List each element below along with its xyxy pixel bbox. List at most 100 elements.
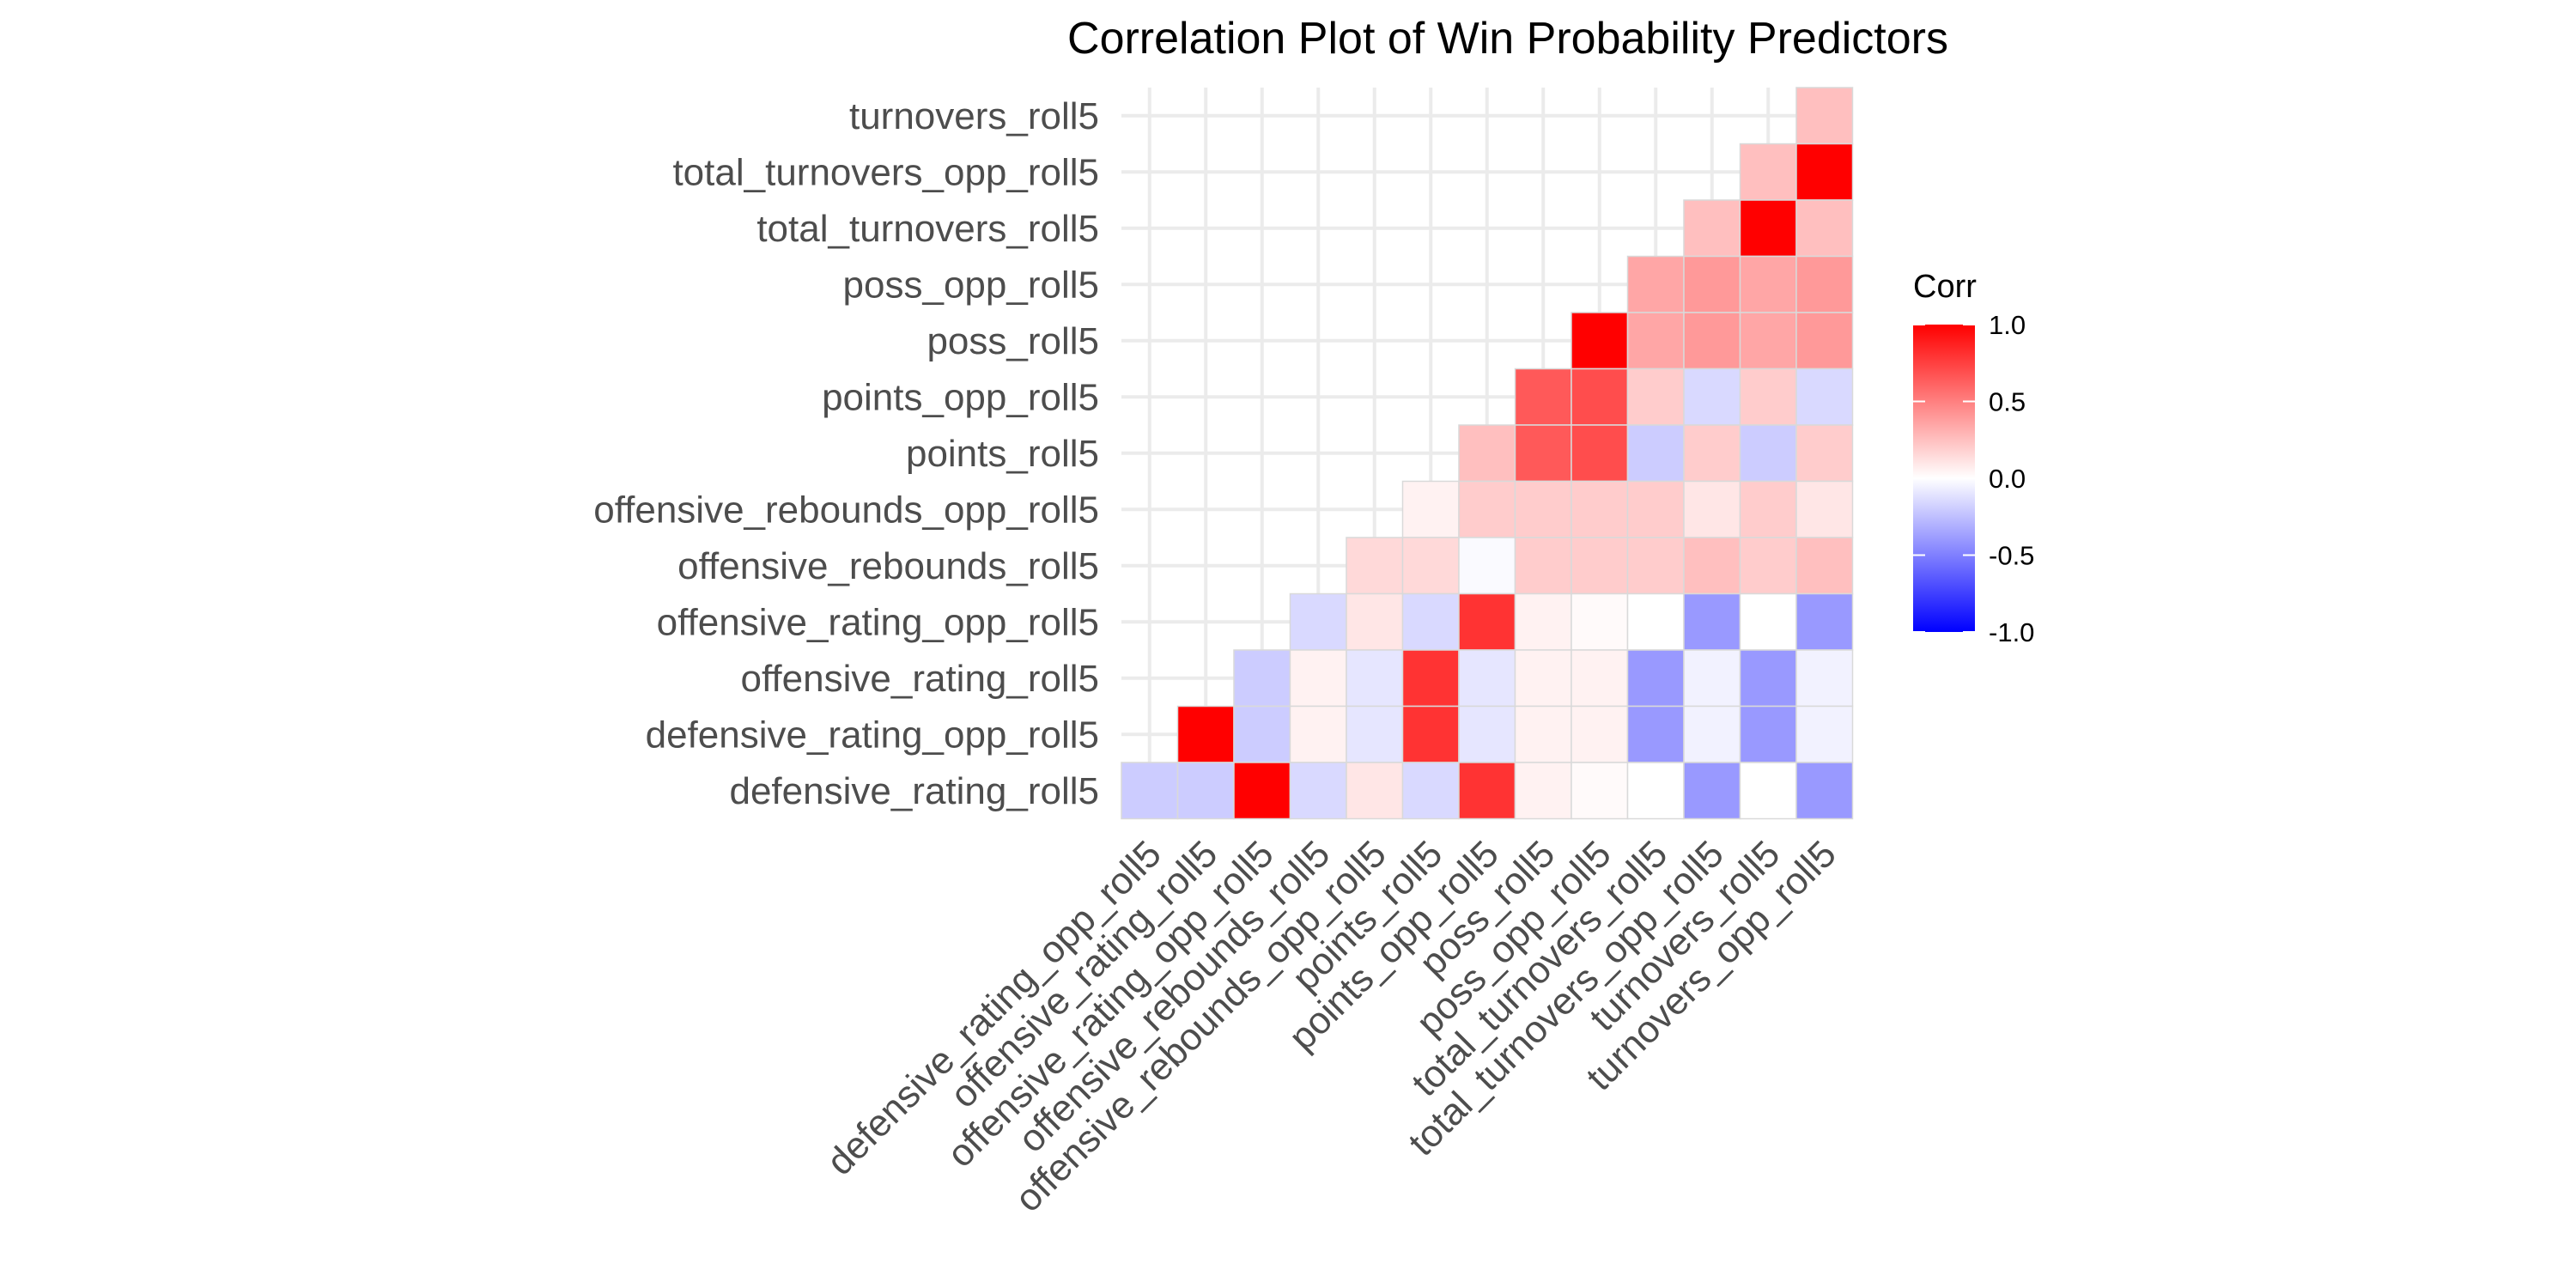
heatmap-cell bbox=[1176, 705, 1235, 763]
heatmap-cell bbox=[1571, 649, 1629, 708]
heatmap-cell bbox=[1683, 312, 1741, 370]
heatmap-cell bbox=[1683, 424, 1741, 483]
heatmap-cell bbox=[1795, 255, 1854, 313]
y-tick-label: offensive_rating_roll5 bbox=[741, 658, 1099, 700]
heatmap-cell bbox=[1739, 199, 1797, 258]
heatmap-cell bbox=[1289, 705, 1347, 763]
heatmap-cell bbox=[1458, 762, 1516, 820]
heatmap-cell bbox=[1683, 255, 1741, 313]
heatmap-cell bbox=[1571, 312, 1629, 370]
legend-title: Corr bbox=[1913, 269, 1977, 305]
heatmap-cell bbox=[1514, 480, 1572, 538]
heatmap-cell bbox=[1739, 143, 1797, 201]
heatmap-cell bbox=[1739, 424, 1797, 483]
heatmap-cell bbox=[1289, 592, 1347, 651]
heatmap-cell bbox=[1514, 537, 1572, 595]
x-axis-labels: defensive_rating_opp_roll5offensive_rati… bbox=[819, 833, 1844, 1220]
y-tick-label: poss_opp_roll5 bbox=[843, 264, 1099, 306]
heatmap-cell bbox=[1346, 537, 1404, 595]
heatmap-cell bbox=[1571, 480, 1629, 538]
heatmap-cell bbox=[1458, 592, 1516, 651]
y-tick-label: defensive_rating_roll5 bbox=[729, 770, 1099, 812]
heatmap-cell bbox=[1683, 537, 1741, 595]
heatmap-cell bbox=[1739, 368, 1797, 426]
heatmap-cell bbox=[1795, 705, 1854, 763]
heatmap-cell bbox=[1626, 312, 1685, 370]
heatmap-cell bbox=[1571, 424, 1629, 483]
heatmap-cell bbox=[1289, 762, 1347, 820]
heatmap-cell bbox=[1571, 762, 1629, 820]
y-tick-label: defensive_rating_opp_roll5 bbox=[646, 714, 1099, 756]
y-tick-label: points_roll5 bbox=[906, 433, 1099, 475]
heatmap-cell bbox=[1514, 705, 1572, 763]
heatmap-cell bbox=[1401, 762, 1460, 820]
heatmap-cell bbox=[1458, 537, 1516, 595]
chart-title: Correlation Plot of Win Probability Pred… bbox=[1067, 14, 1948, 64]
heatmap-cell bbox=[1626, 368, 1685, 426]
heatmap-cell bbox=[1458, 480, 1516, 538]
heatmap-cell bbox=[1514, 762, 1572, 820]
heatmap-cell bbox=[1571, 705, 1629, 763]
heatmap-cell bbox=[1514, 649, 1572, 708]
y-tick-label: total_turnovers_opp_roll5 bbox=[672, 151, 1099, 193]
heatmap-cell bbox=[1458, 424, 1516, 483]
heatmap-cell bbox=[1795, 312, 1854, 370]
y-tick-label: offensive_rebounds_roll5 bbox=[677, 545, 1099, 587]
y-tick-label: total_turnovers_roll5 bbox=[756, 208, 1099, 250]
heatmap-cell bbox=[1626, 649, 1685, 708]
heatmap-cell bbox=[1795, 424, 1854, 483]
heatmap-cells bbox=[1121, 87, 1854, 820]
heatmap-cell bbox=[1346, 762, 1404, 820]
heatmap-cell bbox=[1401, 649, 1460, 708]
heatmap-cell bbox=[1795, 762, 1854, 820]
heatmap-cell bbox=[1401, 480, 1460, 538]
heatmap-cell bbox=[1458, 649, 1516, 708]
heatmap-cell bbox=[1571, 368, 1629, 426]
heatmap-cell bbox=[1683, 649, 1741, 708]
heatmap-cell bbox=[1795, 649, 1854, 708]
heatmap-cell bbox=[1233, 705, 1291, 763]
y-tick-label: offensive_rebounds_opp_roll5 bbox=[593, 489, 1099, 531]
heatmap-cell bbox=[1626, 592, 1685, 651]
heatmap-cell bbox=[1795, 480, 1854, 538]
heatmap-cell bbox=[1401, 592, 1460, 651]
legend-tick-label: -0.5 bbox=[1989, 541, 2034, 571]
heatmap-cell bbox=[1626, 255, 1685, 313]
heatmap-cell bbox=[1626, 424, 1685, 483]
heatmap-cell bbox=[1739, 255, 1797, 313]
heatmap-cell bbox=[1739, 592, 1797, 651]
legend: Corr 1.0 0.5 0.0 -0.5 -1.0 bbox=[1913, 269, 2034, 647]
heatmap-cell bbox=[1739, 705, 1797, 763]
heatmap-cell bbox=[1176, 762, 1235, 820]
y-tick-label: poss_roll5 bbox=[927, 320, 1099, 362]
heatmap-cell bbox=[1795, 199, 1854, 258]
heatmap-cell bbox=[1121, 762, 1179, 820]
heatmap-cell bbox=[1514, 368, 1572, 426]
heatmap-cell bbox=[1739, 312, 1797, 370]
heatmap-cell bbox=[1626, 537, 1685, 595]
heatmap-cell bbox=[1739, 649, 1797, 708]
heatmap-cell bbox=[1289, 649, 1347, 708]
heatmap-cell bbox=[1683, 480, 1741, 538]
legend-tick-label: -1.0 bbox=[1989, 617, 2034, 647]
heatmap-cell bbox=[1683, 368, 1741, 426]
heatmap-cell bbox=[1346, 592, 1404, 651]
heatmap-cell bbox=[1571, 537, 1629, 595]
y-tick-label: points_opp_roll5 bbox=[822, 376, 1099, 418]
heatmap-cell bbox=[1346, 649, 1404, 708]
legend-tick-label: 0.0 bbox=[1989, 464, 2026, 494]
heatmap-cell bbox=[1795, 368, 1854, 426]
heatmap-cell bbox=[1346, 705, 1404, 763]
heatmap-cell bbox=[1795, 592, 1854, 651]
heatmap-cell bbox=[1626, 762, 1685, 820]
legend-ticks: 1.0 0.5 0.0 -0.5 -1.0 bbox=[1913, 310, 2034, 647]
heatmap-cell bbox=[1739, 762, 1797, 820]
heatmap-cell bbox=[1795, 143, 1854, 201]
heatmap-cell bbox=[1458, 705, 1516, 763]
heatmap-cell bbox=[1739, 537, 1797, 595]
heatmap-cell bbox=[1626, 705, 1685, 763]
legend-tick-label: 0.5 bbox=[1989, 387, 2026, 417]
heatmap-cell bbox=[1233, 649, 1291, 708]
heatmap-cell bbox=[1683, 762, 1741, 820]
